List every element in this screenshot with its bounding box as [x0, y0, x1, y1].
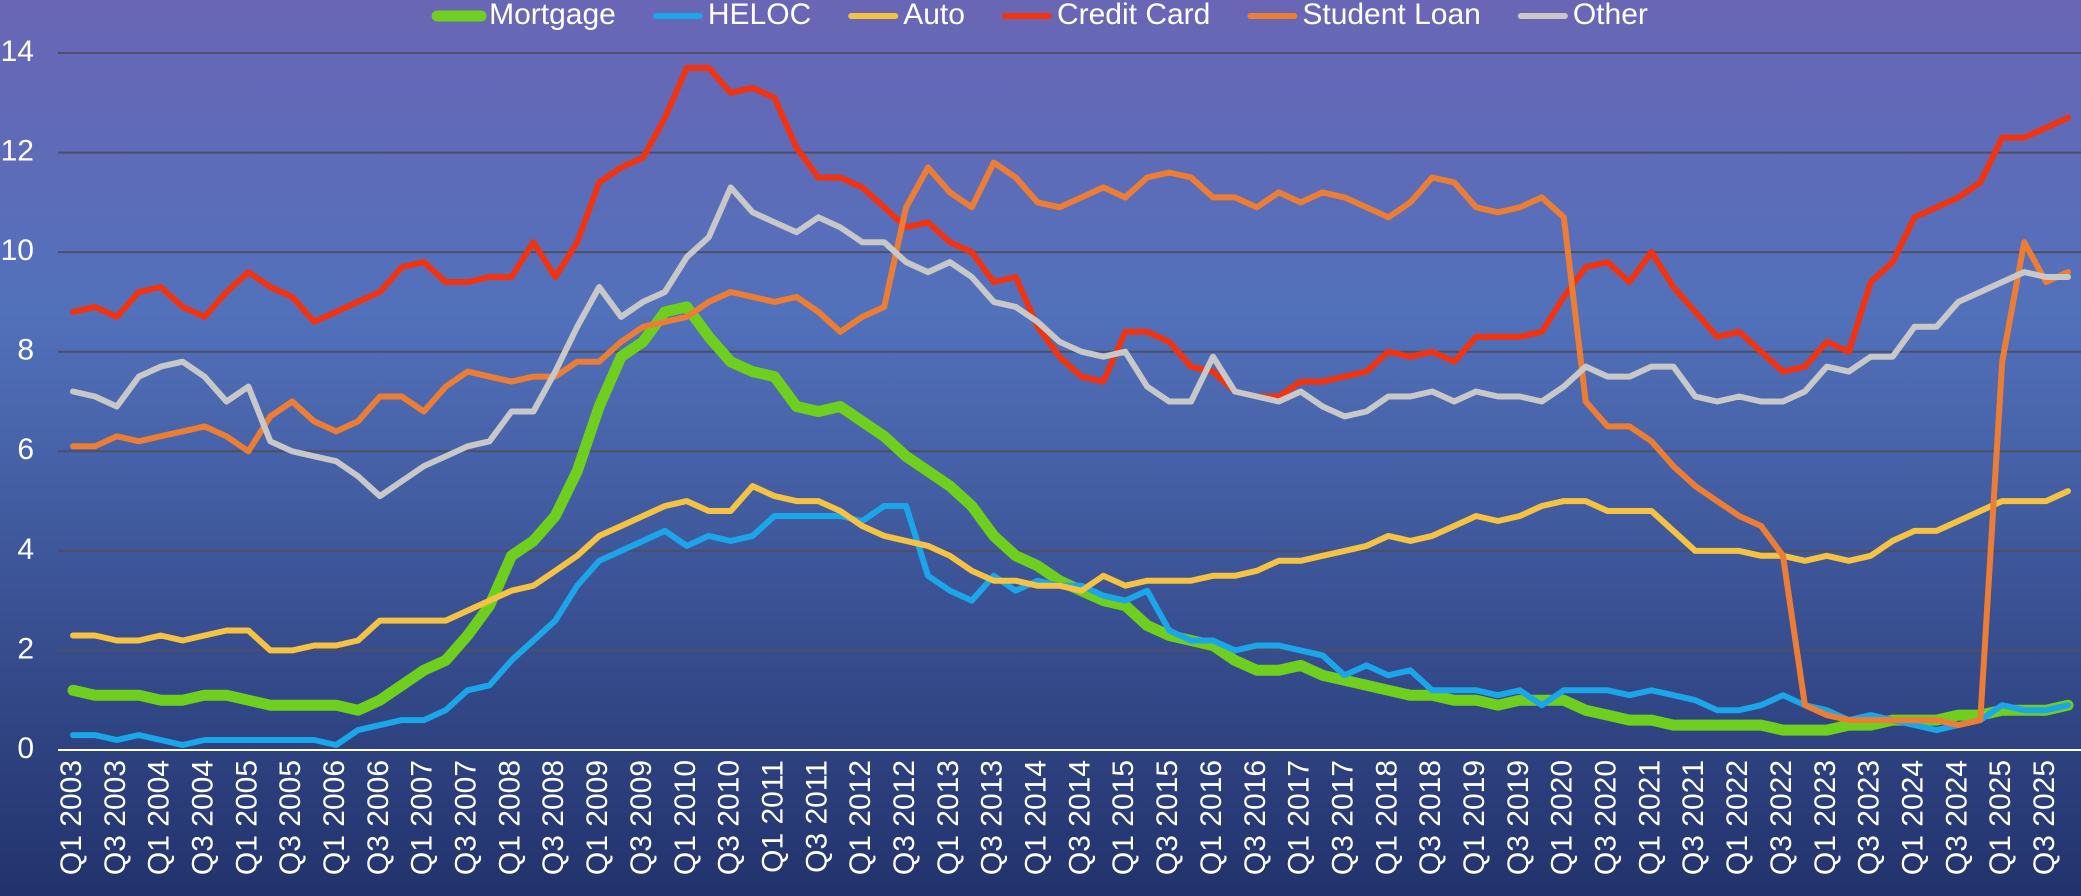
x-tick-label: Q3 2007 — [450, 760, 483, 875]
x-tick-label: Q3 2024 — [1940, 760, 1973, 875]
x-tick-label: Q3 2006 — [362, 760, 395, 875]
legend-label: Other — [1573, 0, 1648, 31]
x-tick-label: Q3 2015 — [1151, 760, 1184, 875]
x-tick-label: Q1 2009 — [581, 760, 614, 875]
x-tick-label: Q3 2003 — [99, 760, 132, 875]
x-tick-label: Q1 2023 — [1809, 760, 1842, 875]
x-tick-label: Q1 2006 — [318, 760, 351, 875]
x-tick-label: Q1 2025 — [1984, 760, 2017, 875]
x-tick-label: Q3 2009 — [625, 760, 658, 875]
x-tick-label: Q1 2012 — [844, 760, 877, 875]
grid — [58, 52, 2081, 652]
axes: 0 2 4 6 8 10 12 14 Q1 2003 Q3 2003 Q1 2004 Q3 2004 Q… — [1, 35, 2081, 875]
y-tick-label: 10 — [1, 234, 34, 267]
x-tick-label: Q1 2008 — [493, 760, 526, 875]
x-tick-label: Q1 2013 — [932, 760, 965, 875]
x-tick-label: Q1 2022 — [1721, 760, 1754, 875]
x-tick-label: Q1 2007 — [406, 760, 439, 875]
y-tick-label: 6 — [17, 433, 34, 466]
x-tick-label: Q3 2023 — [1853, 760, 1886, 875]
x-tick-label: Q3 2013 — [976, 760, 1009, 875]
x-tick-label: Q1 2003 — [55, 760, 88, 875]
x-tick-label: Q1 2019 — [1458, 760, 1491, 875]
legend-label: Mortgage — [489, 0, 616, 31]
series-line — [70, 159, 2071, 729]
x-tick-label: Q1 2018 — [1370, 760, 1403, 875]
x-tick-label: Q3 2022 — [1765, 760, 1798, 875]
x-tick-label: Q1 2010 — [669, 760, 702, 875]
x-tick-label: Q3 2008 — [537, 760, 570, 875]
y-tick-label: 0 — [17, 732, 34, 765]
x-tick-label: Q1 2016 — [1195, 760, 1228, 875]
x-tick-label: Q3 2004 — [186, 760, 219, 875]
y-tick-label: 14 — [1, 35, 34, 68]
series-line — [70, 184, 2071, 500]
y-tick-label: 2 — [17, 632, 34, 665]
x-tick-label: Q3 2025 — [2028, 760, 2061, 875]
x-tick-label: Q1 2015 — [1107, 760, 1140, 875]
x-tick-label: Q3 2014 — [1063, 760, 1096, 875]
series-lines — [67, 64, 2074, 748]
x-tick-label: Q3 2018 — [1414, 760, 1447, 875]
x-tick-label: Q3 2019 — [1502, 760, 1535, 875]
x-tick-label: Q3 2020 — [1590, 760, 1623, 875]
legend-label: Student Loan — [1302, 0, 1481, 31]
legend-label: Credit Card — [1057, 0, 1210, 31]
x-tick-label: Q3 2017 — [1326, 760, 1359, 875]
series-line — [70, 483, 2071, 654]
legend: Mortgage HELOC Auto Credit Card Student Loan… — [431, 0, 1648, 31]
x-tick-label: Q1 2014 — [1020, 760, 1053, 875]
y-tick-label: 12 — [1, 134, 34, 167]
x-tick-label: Q1 2017 — [1283, 760, 1316, 875]
x-tick-label: Q1 2005 — [230, 760, 263, 875]
series-line — [70, 64, 2071, 400]
legend-label: Auto — [903, 0, 965, 31]
x-tick-label: Q1 2004 — [143, 760, 176, 875]
legend-label: HELOC — [708, 0, 811, 31]
x-tick-label: Q1 2011 — [756, 760, 789, 873]
y-tick-label: 8 — [17, 334, 34, 367]
x-tick-label: Q3 2005 — [274, 760, 307, 875]
y-tick-label: 4 — [17, 533, 34, 566]
x-tick-label: Q3 2021 — [1677, 760, 1710, 875]
x-tick-label: Q3 2016 — [1239, 760, 1272, 875]
x-tick-label: Q3 2011 — [800, 760, 833, 873]
x-tick-label: Q1 2020 — [1546, 760, 1579, 875]
x-tick-label: Q3 2012 — [888, 760, 921, 875]
x-tick-label: Q1 2021 — [1633, 760, 1666, 875]
x-tick-label: Q1 2024 — [1896, 760, 1929, 875]
x-tick-label: Q3 2010 — [713, 760, 746, 875]
